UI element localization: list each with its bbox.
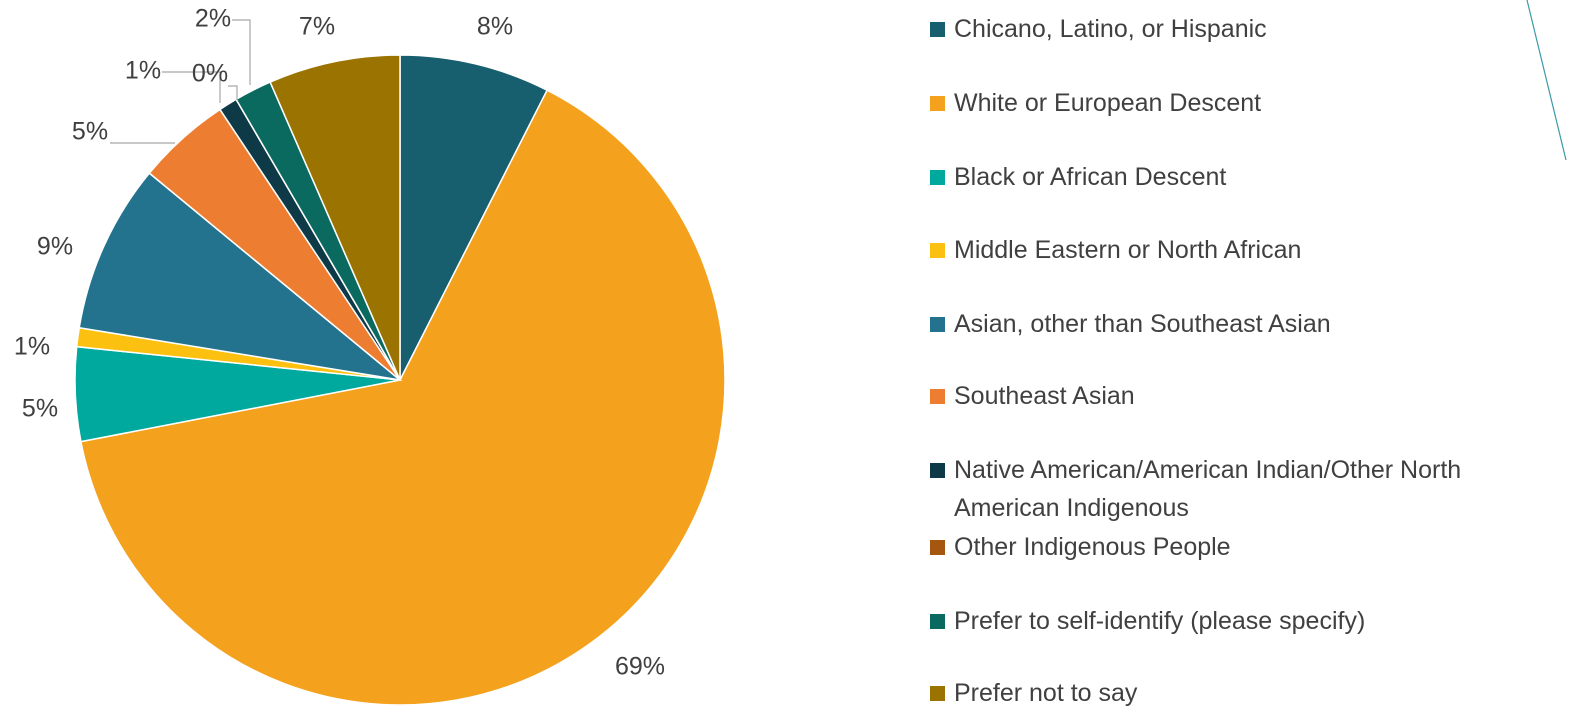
legend-swatch: [930, 389, 945, 404]
legend-item: Middle Eastern or North African: [928, 231, 1558, 269]
data-label: 7%: [299, 13, 335, 41]
legend-item: White or European Descent: [928, 84, 1558, 122]
legend-swatch: [930, 463, 945, 478]
legend-label: Middle Eastern or North African: [954, 236, 1302, 264]
legend-label: Chicano, Latino, or Hispanic: [954, 15, 1267, 43]
data-label: 1%: [125, 57, 161, 85]
legend-swatch: [930, 22, 945, 37]
legend-item: Chicano, Latino, or Hispanic: [928, 10, 1558, 48]
data-label: 8%: [477, 13, 513, 41]
legend-swatch: [930, 170, 945, 185]
decor-line: [1526, 0, 1567, 161]
legend-label: Black or African Descent: [954, 163, 1227, 191]
legend-item: Black or African Descent: [928, 158, 1558, 196]
legend-label: Prefer to self-identify (please specify): [954, 607, 1366, 635]
data-label: 9%: [37, 233, 73, 261]
data-label: 69%: [615, 653, 665, 681]
legend-label: White or European Descent: [954, 89, 1262, 117]
leader-line: [228, 85, 238, 100]
legend-swatch: [930, 686, 945, 701]
legend-label: Other Indigenous People: [954, 533, 1231, 561]
pie-slice: [269, 54, 401, 381]
data-label: 0%: [192, 60, 228, 88]
leader-line: [232, 19, 251, 85]
legend-label: Prefer not to say: [954, 679, 1138, 707]
legend-item: Other Indigenous People: [928, 528, 1558, 566]
legend-label: Native American/American Indian/Other No…: [954, 456, 1462, 522]
leader-line: [162, 71, 221, 103]
legend-swatch: [930, 96, 945, 111]
pie-slice: [78, 172, 403, 382]
legend-swatch: [930, 243, 945, 258]
data-label: 5%: [72, 118, 108, 146]
legend-item: Asian, other than Southeast Asian: [928, 305, 1558, 343]
legend-item: Prefer not to say: [928, 674, 1558, 712]
legend-item: Native American/American Indian/Other No…: [928, 451, 1558, 527]
data-label: 2%: [195, 5, 231, 33]
pie-slice: [399, 54, 549, 381]
data-label: 1%: [14, 333, 50, 361]
legend-item: Prefer to self-identify (please specify): [928, 602, 1558, 640]
legend-item: Southeast Asian: [928, 377, 1558, 415]
data-label: 5%: [22, 395, 58, 423]
legend-swatch: [930, 317, 945, 332]
legend-swatch: [930, 540, 945, 555]
legend-label: Southeast Asian: [954, 382, 1135, 410]
legend-swatch: [930, 614, 945, 629]
pie-slice: [80, 89, 726, 706]
legend-label: Asian, other than Southeast Asian: [954, 310, 1331, 338]
